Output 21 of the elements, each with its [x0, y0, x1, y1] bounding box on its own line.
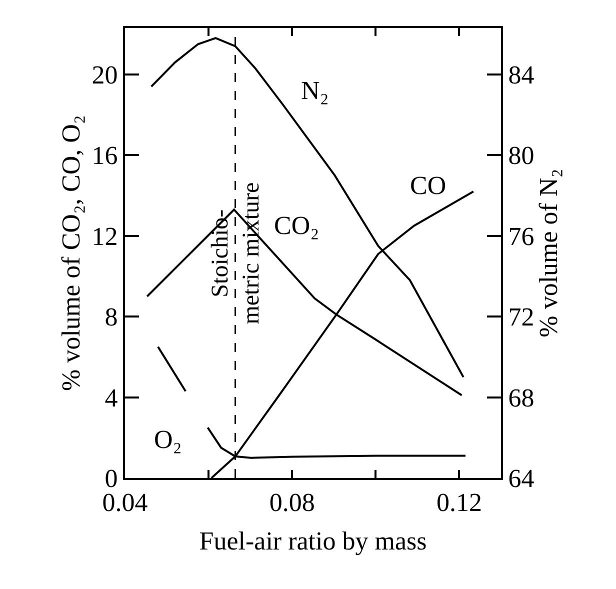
x-tick-label: 0.08	[269, 488, 315, 518]
y2-tick-label: 68	[508, 383, 534, 412]
y2-tick-label: 76	[508, 222, 534, 251]
y2-tick-label: 84	[508, 60, 534, 90]
y2-tick-label: 64	[508, 464, 534, 494]
y2-tick-label: 72	[508, 302, 534, 332]
y-tick-label: 16	[92, 141, 118, 170]
x-tick-label: 0.12	[436, 488, 482, 518]
series-label: CO	[410, 171, 446, 200]
x-axis-title: Fuel-air ratio by mass	[199, 526, 427, 556]
series-label: CO₂	[274, 211, 320, 240]
ref-line-label: Stoichio- metric mixture	[207, 182, 264, 324]
series-label: O₂	[154, 425, 182, 454]
y-tick-label: 4	[104, 383, 118, 412]
y2-axis-title: % volume of N₂	[534, 168, 564, 338]
y2-tick-label: 80	[508, 141, 534, 170]
y-axis-title: % volume of CO₂, CO, O₂	[56, 115, 86, 391]
y-tick-label: 12	[92, 222, 118, 251]
series-label: N₂	[301, 76, 329, 105]
y-tick-label: 20	[92, 60, 118, 90]
y-tick-label: 8	[104, 302, 118, 332]
